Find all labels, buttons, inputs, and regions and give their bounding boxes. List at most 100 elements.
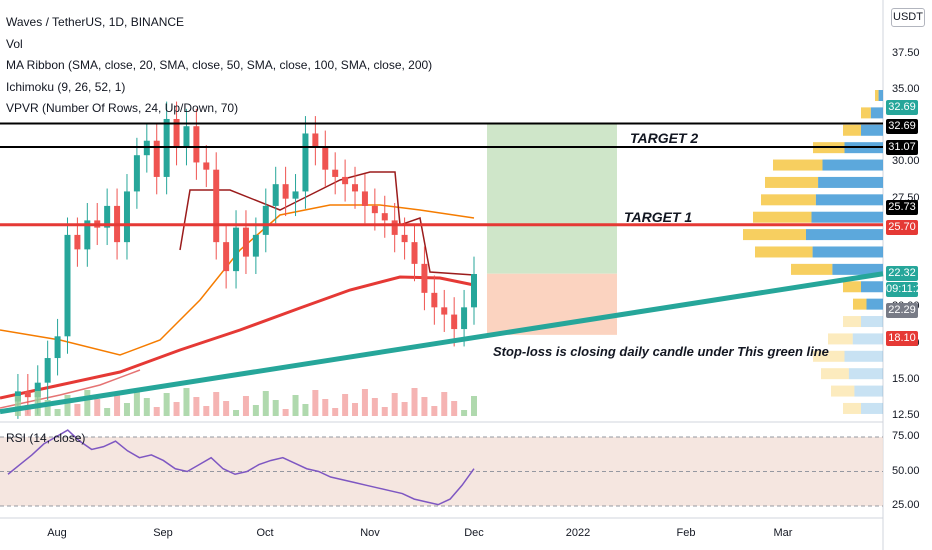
volume-bar — [401, 402, 408, 416]
candle — [461, 307, 468, 330]
candle — [262, 205, 269, 235]
time-axis-label: Mar — [773, 527, 793, 539]
rsi-axis-label: 75.00 — [892, 430, 920, 442]
candle — [213, 169, 220, 243]
price-axis-label: 30.00 — [892, 155, 920, 168]
volume-bar — [74, 404, 81, 416]
rsi-line — [7, 429, 475, 506]
volume-bar — [143, 398, 150, 416]
vp-bar-down — [811, 211, 883, 223]
stoploss-note: Stop-loss is closing daily candle under … — [493, 344, 829, 359]
legend-ma-ribbon[interactable]: MA Ribbon (SMA, close, 20, SMA, close, 5… — [6, 58, 433, 72]
ma-ribbon-low — [0, 369, 141, 409]
volume-bar — [14, 396, 21, 416]
candle — [282, 184, 289, 199]
time-axis-label: Nov — [360, 527, 380, 539]
volume-bar — [332, 408, 339, 416]
candle — [371, 205, 378, 214]
candle — [332, 169, 339, 177]
currency-button[interactable]: USDT — [891, 8, 925, 27]
candle — [44, 358, 51, 383]
candle — [233, 227, 240, 272]
volume-bar — [223, 401, 230, 416]
vp-bar-down — [870, 107, 883, 119]
indicator-legend: Waves / TetherUS, 1D, BINANCE Vol MA Rib… — [6, 12, 432, 120]
volume-bar — [312, 390, 319, 416]
volume-bar — [163, 393, 170, 416]
vp-bar-down — [852, 333, 883, 345]
candle — [173, 118, 180, 148]
vp-bar-down — [861, 402, 883, 414]
volume-bar — [361, 389, 368, 416]
candle — [242, 227, 249, 257]
symbol-title[interactable]: Waves / TetherUS, 1D, BINANCE — [6, 15, 185, 29]
rsi-label[interactable]: RSI (14, close) — [6, 431, 86, 445]
candle — [74, 234, 81, 250]
time-axis-label: Aug — [47, 527, 67, 539]
volume-bar — [451, 401, 458, 416]
volume-bar — [292, 395, 299, 416]
volume-bar — [342, 394, 349, 416]
candle — [34, 382, 41, 398]
volume-bar — [272, 400, 279, 416]
legend-vol[interactable]: Vol — [6, 36, 23, 51]
volume-bar — [54, 409, 61, 416]
vp-bar-down — [844, 350, 883, 362]
vp-bar-up — [843, 281, 861, 293]
vp-bar-up — [765, 176, 819, 188]
ichimoku-line — [179, 171, 475, 276]
price-badge: 25.73 — [886, 200, 918, 215]
price-badge: 22.32 — [886, 266, 918, 281]
price-badge: 09:11:29 — [886, 282, 929, 297]
legend-ichimoku[interactable]: Ichimoku (9, 26, 52, 1) — [6, 79, 126, 94]
rsi-axis-label: 25.00 — [892, 499, 920, 511]
volume-bar — [421, 397, 428, 416]
volume-bar — [44, 400, 51, 416]
vp-bar-down — [866, 298, 883, 310]
vp-bar-down — [861, 281, 883, 293]
vp-bar-down — [861, 316, 883, 328]
ma200-line — [0, 275, 475, 400]
vp-bar-down — [832, 263, 883, 275]
volume-bar — [252, 405, 259, 416]
target1-label: TARGET 1 — [624, 209, 693, 225]
vp-bar-down — [806, 229, 883, 241]
volume-bar — [302, 404, 309, 416]
volume-bar — [471, 396, 477, 416]
price-axis-label: 12.50 — [892, 409, 920, 421]
candle — [123, 191, 130, 243]
vp-bar-up — [743, 229, 806, 241]
vp-bar-up — [843, 124, 861, 136]
vp-bar-down — [822, 159, 883, 171]
volume-bar — [123, 403, 130, 416]
price-axis-label: 15.00 — [892, 372, 920, 385]
candle — [64, 234, 71, 337]
vp-bar-down — [854, 385, 883, 397]
volume-bar — [431, 406, 438, 416]
price-badge: 32.69 — [886, 100, 918, 115]
volume-bar — [104, 408, 111, 416]
vp-bar-up — [843, 402, 861, 414]
vp-bar-down — [861, 124, 883, 136]
candle — [451, 314, 458, 330]
volume-bar — [114, 394, 121, 416]
legend-vpvr[interactable]: VPVR (Number Of Rows, 24, Up/Down, 70) — [6, 101, 239, 115]
candle — [381, 213, 388, 221]
vp-bar-down — [818, 176, 883, 188]
vp-bar-down — [815, 194, 883, 206]
candle — [24, 391, 31, 398]
volume-bar — [193, 397, 200, 416]
vp-bar-up — [753, 211, 812, 223]
candle — [203, 162, 210, 170]
profit-zone — [487, 123, 617, 274]
volume-bar — [183, 388, 190, 416]
candle — [193, 126, 200, 163]
price-badge: 18.10 — [886, 331, 918, 346]
vp-bar-up — [853, 298, 867, 310]
vp-bar-up — [821, 368, 849, 380]
candle — [352, 184, 359, 192]
candle — [292, 191, 299, 199]
price-badge: 31.07 — [886, 140, 918, 155]
price-badge: 22.29 — [886, 303, 918, 318]
